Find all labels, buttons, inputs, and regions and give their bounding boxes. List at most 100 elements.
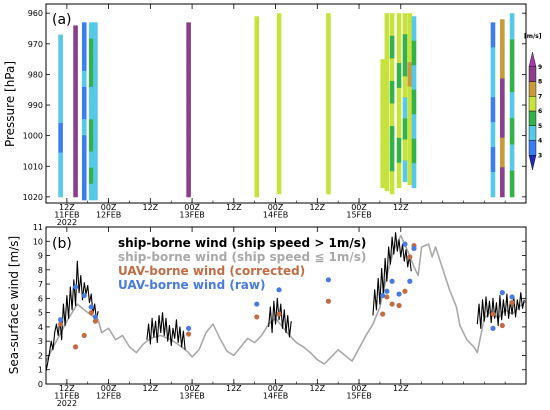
x-tick-label-b: 12Z (309, 384, 325, 393)
profile-cell (254, 136, 260, 158)
uav-raw-point (384, 288, 390, 294)
profile-cell (73, 82, 78, 103)
profile-cell (490, 122, 496, 148)
profile-cell (326, 103, 331, 135)
profile-cell (389, 58, 395, 82)
profile-cell (326, 163, 331, 195)
x-tick-label-b: 11FEB (54, 392, 79, 401)
profile-bar-18 (509, 13, 515, 198)
profile-cell (254, 36, 260, 57)
colorbar-cell (528, 66, 537, 82)
profile-bar-10 (384, 13, 390, 192)
profile-cell (93, 22, 98, 41)
uav-raw-point (92, 314, 98, 320)
colorbar-unit: [m/s] (524, 33, 542, 40)
profile-cell (411, 138, 417, 164)
profile-cell (276, 58, 282, 82)
uav-raw-point (72, 284, 79, 290)
profile-cell (402, 139, 408, 161)
profile-cell (58, 123, 63, 139)
profile-cell (58, 152, 63, 168)
panel-b-sea-surface-wind: (b) Sea-surface wind [m/s] 0 1 2 3 4 5 6 7 8 9 10 1… (7, 223, 527, 408)
x-tick-label-a: 00Z (351, 203, 367, 212)
uav-raw-point (407, 278, 413, 284)
profile-cell (73, 101, 78, 122)
profile-cell (254, 76, 260, 97)
profile-cell (73, 44, 78, 64)
profile-cell (389, 80, 395, 104)
profile-cell (490, 171, 496, 198)
profile-cell (186, 87, 191, 111)
profile-cell (81, 22, 87, 39)
x-tick-label-a: 00Z (184, 203, 200, 212)
uav-corrected-point (499, 322, 505, 329)
profile-cell (254, 176, 260, 198)
y-tick-label: 0 (38, 380, 43, 389)
y-tick-label: 8 (38, 266, 43, 275)
x-tick-label-a: 12Z (393, 203, 409, 212)
profile-cell (396, 13, 402, 39)
uav-raw-point (509, 294, 515, 300)
profile-cell (407, 62, 413, 88)
profile-cell (73, 25, 78, 45)
profile-cell (81, 70, 87, 88)
profile-cell (186, 131, 191, 154)
profile-cell (88, 22, 94, 39)
profile-cell (396, 38, 402, 64)
uav-corrected-point (72, 344, 79, 350)
uav-corrected-point (384, 294, 390, 300)
uav-corrected-point (380, 311, 386, 317)
uav-corrected-point (58, 321, 64, 327)
uav-corrected-point (402, 288, 408, 294)
profile-cell (509, 118, 515, 145)
y-tick-label: 6 (38, 294, 43, 303)
profile-cell (500, 167, 505, 198)
profile-cell (500, 19, 505, 50)
profile-cell (509, 13, 515, 40)
uav-raw-point (411, 245, 417, 252)
uav-raw-point (58, 317, 64, 323)
profile-cell (58, 182, 63, 198)
y-tick-label: 1000 (23, 132, 43, 141)
x-tick-label-a: 11FEB (54, 211, 79, 220)
x-tick-label-a: 12Z (309, 203, 325, 212)
profile-cell (81, 86, 87, 104)
uav-raw-point (490, 325, 496, 331)
legend: ship-borne wind (ship speed > 1m/s) ship… (118, 236, 366, 292)
colorbar-tick-label: 3 (538, 152, 542, 159)
x-tick-label-b: 00Z (101, 384, 117, 393)
x-tick-label-b: 12Z (143, 384, 159, 393)
profile-cell (88, 38, 94, 56)
profile-cell (276, 126, 282, 150)
profile-cell (389, 35, 395, 59)
profile-cell (509, 39, 515, 67)
profile-cell (500, 108, 505, 139)
panel-b-series (45, 232, 527, 372)
colorbar-cell (528, 96, 537, 112)
profile-cell (254, 96, 260, 117)
profile-bar-17 (500, 19, 505, 198)
profile-bar-3 (88, 22, 94, 201)
profile-cell (73, 63, 78, 83)
profile-cell (88, 167, 94, 185)
profile-cell (402, 13, 408, 35)
profile-cell (384, 42, 390, 73)
profile-cell (380, 80, 385, 103)
profile-bar-5 (186, 22, 191, 198)
x-tick-label-b: 00Z (268, 384, 284, 393)
uav-raw-point (254, 301, 260, 307)
profile-bar-4 (93, 22, 98, 201)
panel-a-frame (45, 3, 527, 204)
profile-bar-9 (380, 59, 385, 189)
profile-bar-7 (276, 13, 282, 195)
uav-corrected-point (81, 332, 87, 339)
profile-bar-8 (326, 13, 331, 195)
profile-cell (411, 89, 417, 115)
profile-cell (389, 171, 395, 195)
panel-a-y-axis-label: Pressure [hPa] (3, 61, 17, 147)
uav-corrected-point (389, 301, 395, 307)
profile-cell (326, 73, 331, 104)
profile-cell (500, 137, 505, 168)
